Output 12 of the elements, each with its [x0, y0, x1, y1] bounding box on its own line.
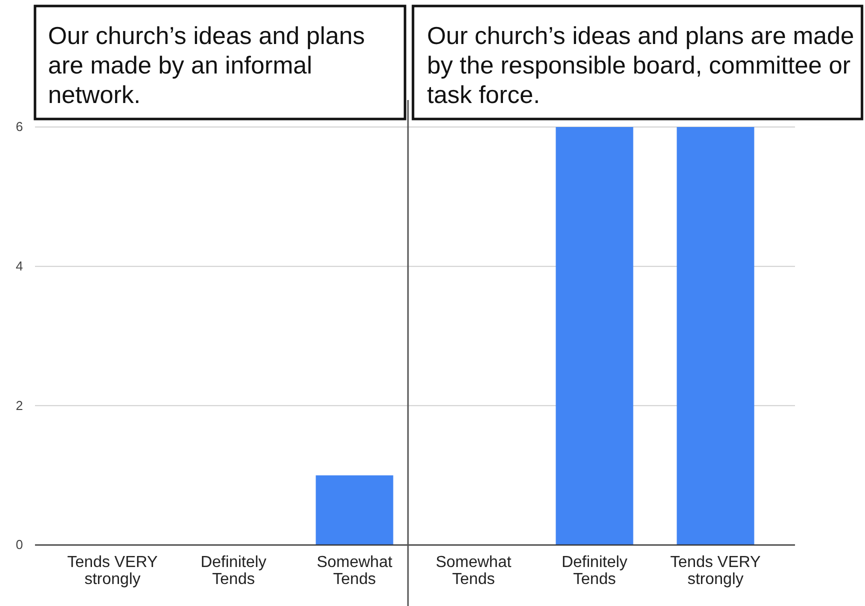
x-tick-label: Tends VERY strongly [670, 554, 762, 588]
x-tick-label: Definitely Tends [562, 554, 628, 588]
y-tick-label: 0 [16, 537, 23, 552]
y-tick-label: 6 [16, 119, 23, 134]
x-tick-label: Tends VERY strongly [67, 554, 158, 588]
x-tick-label: Definitely Tends [200, 554, 266, 588]
chart-title: Our church’s ideas and plans are made by an informal network. [48, 23, 365, 109]
chart-title: Our church’s ideas and plans are made by the responsible board, committee or task force. [427, 23, 854, 109]
y-tick-label: 2 [16, 398, 23, 413]
x-tick-label: Somewhat Tends [316, 554, 393, 588]
x-tick-label: Somewhat Tends [436, 554, 512, 588]
y-tick-label: 4 [16, 258, 23, 274]
